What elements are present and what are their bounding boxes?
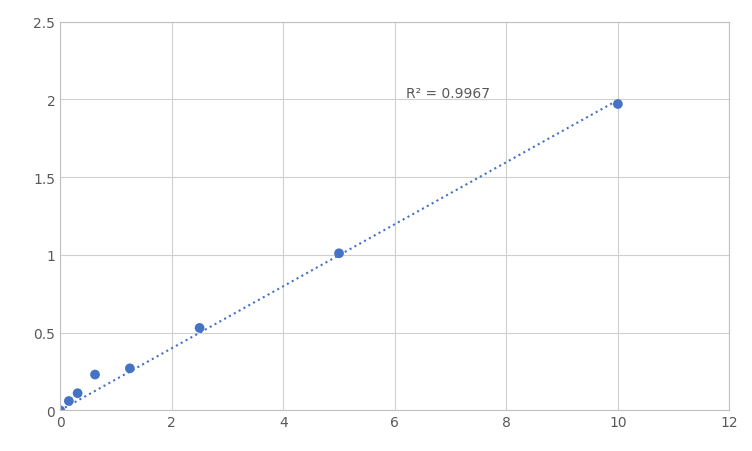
Point (193, 325, 205, 332)
Point (124, 365, 136, 372)
Point (89, 371, 101, 378)
Text: R² = 0.9967: R² = 0.9967 (406, 87, 490, 101)
Point (333, 250, 345, 258)
Point (63, 397, 75, 405)
Point (54, 407, 66, 414)
Point (612, 101, 624, 108)
Point (71, 390, 83, 397)
